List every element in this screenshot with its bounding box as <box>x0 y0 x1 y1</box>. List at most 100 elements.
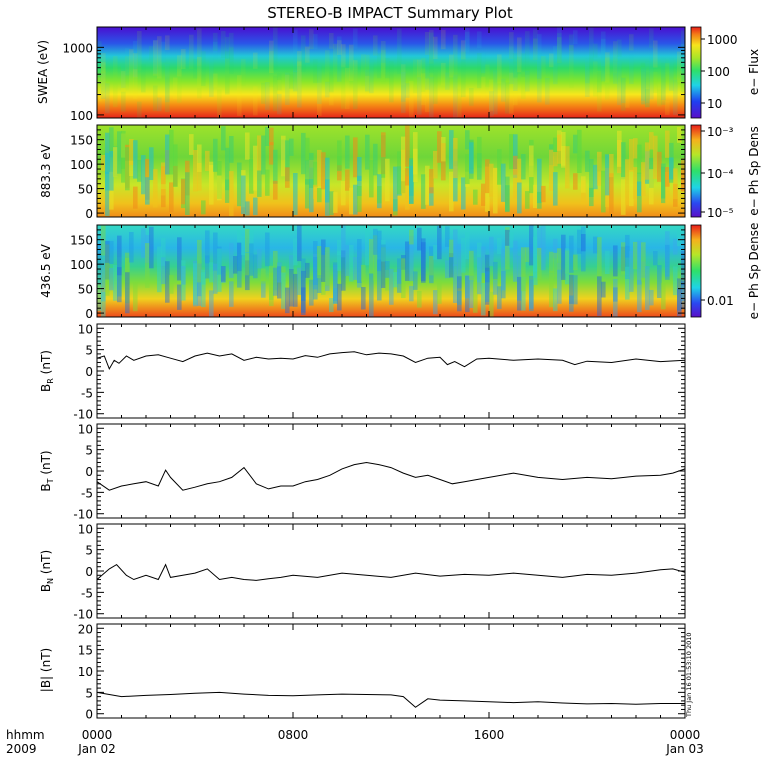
spectrogram-cell <box>461 237 466 273</box>
spectrogram-cell <box>229 47 234 74</box>
spectrogram-cell <box>137 31 142 71</box>
spectrogram-cell <box>305 262 310 278</box>
spectrogram-cell <box>449 253 454 278</box>
y-tick-label: 5 <box>85 686 93 700</box>
spectrogram-cell <box>269 127 274 146</box>
spectrogram-cell <box>517 276 522 311</box>
spectrogram-cell <box>109 171 114 210</box>
spectrogram-cell <box>121 65 126 88</box>
spectrogram-cell <box>293 173 298 215</box>
spectrogram-cell <box>217 248 222 292</box>
spectrogram-cell <box>317 188 322 203</box>
spectrogram-cell <box>449 130 454 169</box>
spectrogram-cell <box>113 56 118 80</box>
spectrogram-cell <box>469 275 474 308</box>
spectrogram-cell <box>677 288 682 311</box>
spectrogram-cell <box>601 31 606 67</box>
spectrogram-cell <box>537 158 542 204</box>
spectrogram-cell <box>205 255 210 279</box>
spectrogram-cell <box>105 83 110 114</box>
spectrogram-cell <box>153 40 158 74</box>
spectrogram-cell <box>153 169 158 208</box>
spectrogram-cell <box>625 89 630 108</box>
spectrogram-cell <box>121 130 126 169</box>
spectrogram-cell <box>337 283 342 311</box>
spectrogram-cell <box>537 247 542 280</box>
spectrogram-cell <box>485 271 490 302</box>
spectrogram-cell <box>125 272 130 314</box>
spectrogram-cell <box>449 171 454 212</box>
spectrogram-cell <box>193 58 198 79</box>
spectrogram-cell <box>457 88 462 117</box>
spectrogram-cell <box>209 262 214 283</box>
spectrogram-cell <box>381 244 386 288</box>
spectrogram-cell <box>305 137 310 161</box>
spectrogram-cell <box>453 264 458 303</box>
spectrogram-cell <box>397 269 402 284</box>
spectrogram-cell <box>169 129 174 175</box>
y-tick-label: 0 <box>85 365 93 379</box>
spectrogram-cell <box>101 62 106 98</box>
y-tick-label: 100 <box>70 158 93 172</box>
spectrogram-cell <box>137 101 142 118</box>
spectrogram-cell <box>677 227 682 247</box>
spectrogram-cell <box>529 275 534 312</box>
spectrogram-cell <box>533 226 538 272</box>
spectrogram-cell <box>185 172 190 215</box>
spectrogram-cell <box>101 259 106 302</box>
spectrogram-cell <box>625 266 630 300</box>
spectrogram-cell <box>517 255 522 301</box>
spectrogram-cell <box>197 163 202 191</box>
y-tick-label: 5 <box>85 444 93 458</box>
spectrogram-cell <box>253 145 258 191</box>
spectrogram-cell <box>549 251 554 273</box>
spectrogram-cell <box>621 242 626 275</box>
spectrogram-cell <box>321 239 326 282</box>
spectrogram-cell <box>485 64 490 87</box>
spectrogram-cell <box>273 180 278 200</box>
spectrogram-cell <box>201 272 206 308</box>
spectrogram-cell <box>553 288 558 312</box>
spectrogram-cell <box>521 71 526 99</box>
spectrogram-cell <box>677 126 682 143</box>
br-y-label: BR (nT) <box>39 350 55 392</box>
bn-panel: -10 -5 0 5 10 <box>73 522 686 622</box>
spectrogram-cell <box>597 276 602 316</box>
y-tick-label: 20 <box>78 622 93 636</box>
spectrogram-cell <box>681 281 685 310</box>
spectrogram-cell <box>569 45 574 88</box>
spectrogram-cell <box>269 265 274 300</box>
spectrogram-cell <box>257 170 262 197</box>
spectrogram-cell <box>381 132 386 175</box>
spectrogram-cell <box>365 69 370 92</box>
spectrogram-cell <box>465 31 470 53</box>
spectrogram-cell <box>481 183 486 206</box>
spectrogram-cell <box>245 132 250 160</box>
spectrogram-cell <box>301 287 306 313</box>
spectrogram-cell <box>505 185 510 212</box>
spectrogram-cell <box>325 157 330 203</box>
spectrogram-cell <box>497 237 502 255</box>
spectrogram-cell <box>517 37 522 73</box>
y-tick-label: 0 <box>85 465 93 479</box>
spectrogram-cell <box>409 165 414 204</box>
spectrogram-cell <box>517 158 522 185</box>
spectrogram-cell <box>457 290 462 305</box>
spectrogram-cell <box>353 257 358 280</box>
spectrogram-cell <box>193 263 198 305</box>
spectrogram-cell <box>453 137 458 179</box>
spectrogram-cell <box>429 169 434 194</box>
spectrogram-cell <box>321 152 326 190</box>
y-tick-label: -10 <box>73 408 93 422</box>
y-tick-label: 0 <box>85 307 93 321</box>
spectrogram-cell <box>593 61 598 97</box>
spectrogram-cell <box>497 149 502 185</box>
spectrogram-cell <box>325 247 330 286</box>
spectrogram-cell <box>473 281 478 313</box>
spectrogram-cell <box>301 132 306 175</box>
spectrogram-cell <box>161 162 166 196</box>
spectrogram-cell <box>341 181 346 206</box>
spectrogram-cell <box>657 151 662 182</box>
spectrogram-cell <box>313 34 318 50</box>
spectrogram-cell <box>653 40 658 68</box>
